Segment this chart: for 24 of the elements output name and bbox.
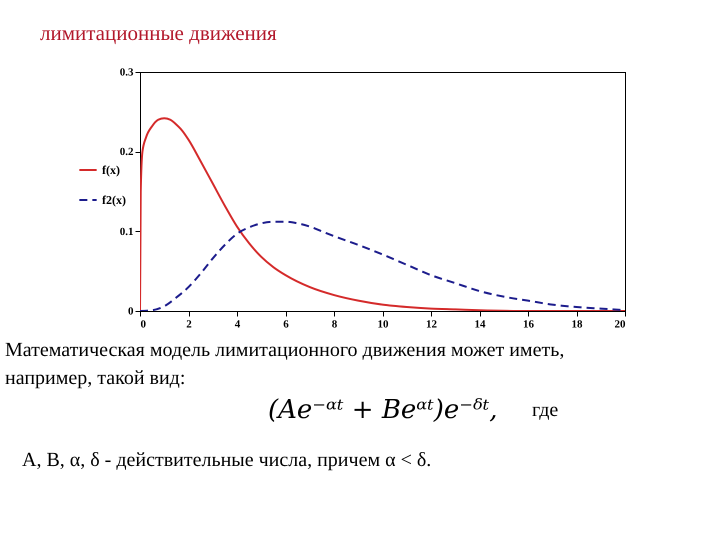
text: (Ae⁻ᵅᵗ + Beᵅᵗ)e⁻ᵟᵗ, [268,395,498,425]
line-series [140,117,625,311]
x-tick-label: 2 [186,318,192,330]
legend-label: f2(x) [102,193,126,207]
text: например, такой вид: [5,367,186,389]
x-tick-label: 12 [426,318,438,330]
text: где [532,399,558,421]
x-tick-label: 18 [572,318,583,330]
y-tick-label: 0.2 [120,146,134,158]
x-tick-label: 16 [523,318,534,330]
legend-label: f(x) [102,163,120,177]
x-tick-label: 10 [378,318,389,330]
y-tick-label: 0.3 [120,66,134,78]
x-tick-label: 0 [140,318,146,330]
y-tick-label: 0.1 [120,226,134,238]
y-tick-label: 0 [128,306,134,318]
x-tick-label: 6 [283,318,290,330]
x-tick-label: 8 [332,318,338,330]
x-tick-label: 20 [614,318,626,330]
x-tick-label: 4 [234,318,241,330]
text: Математическая модель лимитационного движения может иметь, [5,339,564,361]
chart-title: лимитационные движения [40,21,277,45]
text: A, B, α, δ - действительные числа, причем α < δ. [22,449,432,471]
x-tick-label: 14 [474,318,486,330]
